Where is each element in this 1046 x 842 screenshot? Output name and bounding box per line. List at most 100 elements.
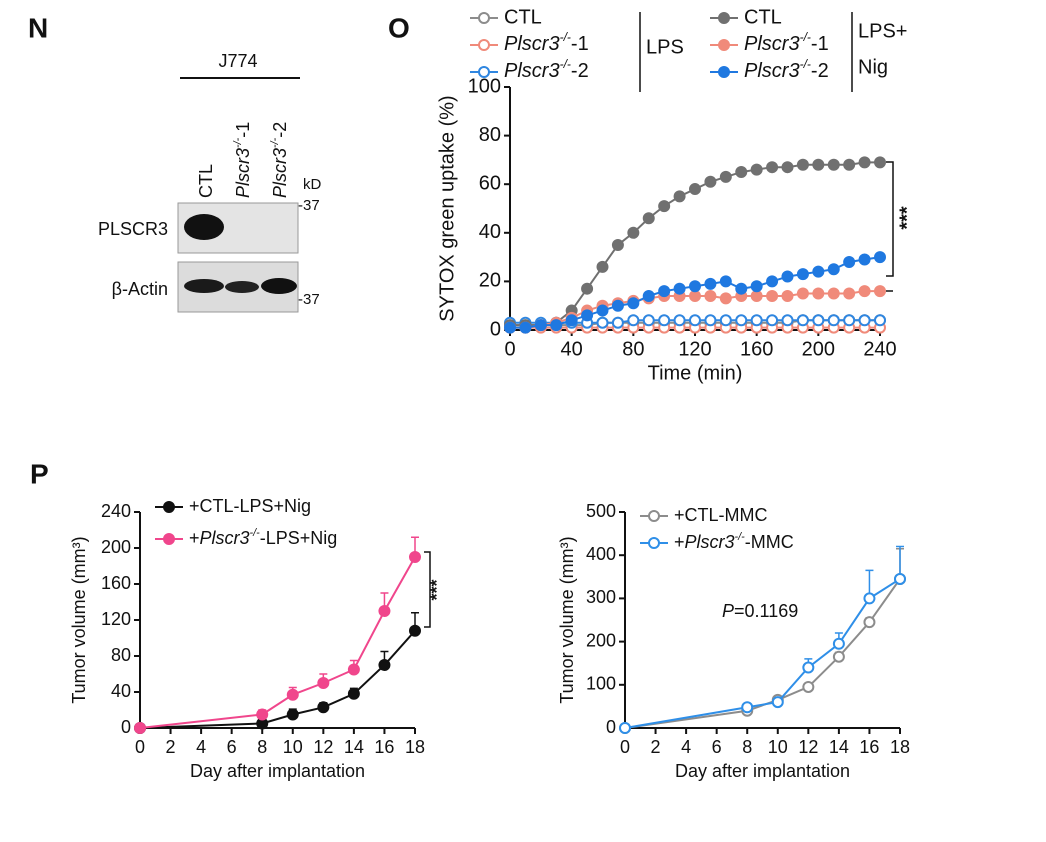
band bbox=[184, 214, 224, 240]
data-point bbox=[256, 708, 269, 721]
x-tick-label: 80 bbox=[622, 338, 644, 360]
data-point bbox=[802, 661, 815, 674]
legend-label: Plscr3-/--1 bbox=[504, 30, 589, 55]
y-tick-label: 0 bbox=[606, 717, 616, 737]
x-tick-label: 0 bbox=[135, 737, 145, 757]
data-point bbox=[317, 701, 330, 714]
data-point bbox=[565, 314, 578, 327]
y-tick-label: 0 bbox=[121, 717, 131, 737]
data-point bbox=[750, 314, 763, 327]
data-point bbox=[735, 282, 748, 295]
data-point bbox=[719, 292, 732, 305]
data-point bbox=[611, 299, 624, 312]
data-point bbox=[858, 253, 871, 266]
legend-group-label: LPS bbox=[646, 36, 684, 58]
data-point bbox=[843, 255, 856, 268]
data-point bbox=[642, 212, 655, 225]
x-tick-label: 2 bbox=[651, 737, 661, 757]
data-point bbox=[827, 287, 840, 300]
y-axis-label: Tumor volume (mm³) bbox=[69, 536, 89, 703]
data-point bbox=[735, 166, 748, 179]
x-tick-label: 200 bbox=[802, 338, 835, 360]
data-point bbox=[627, 297, 640, 310]
legend-marker bbox=[718, 12, 730, 24]
data-point bbox=[832, 637, 845, 650]
data-point bbox=[843, 158, 856, 171]
data-point bbox=[658, 200, 671, 213]
x-tick-label: 0 bbox=[620, 737, 630, 757]
x-tick-label: 4 bbox=[681, 737, 691, 757]
x-axis-label: Day after implantation bbox=[675, 761, 850, 781]
legend-marker bbox=[478, 66, 490, 78]
data-point bbox=[874, 314, 886, 327]
data-point bbox=[750, 289, 763, 302]
legend-label: +Plscr3-/--LPS+Nig bbox=[189, 527, 337, 548]
annotation: P=0.1169 bbox=[722, 601, 798, 621]
data-point bbox=[766, 275, 779, 288]
data-point bbox=[596, 260, 609, 273]
legend-marker bbox=[648, 510, 660, 522]
data-point bbox=[750, 163, 763, 176]
series-line bbox=[139, 556, 416, 729]
data-point bbox=[832, 650, 845, 663]
brackets bbox=[424, 12, 894, 628]
size-marker: -37 bbox=[298, 291, 320, 308]
x-tick-label: 4 bbox=[196, 737, 206, 757]
data-point bbox=[619, 722, 631, 734]
x-tick-label: 6 bbox=[227, 737, 237, 757]
data-point bbox=[378, 605, 391, 617]
lane-label: CTL bbox=[196, 164, 216, 198]
series-line bbox=[139, 630, 416, 729]
data-point bbox=[347, 663, 360, 676]
data-point bbox=[863, 592, 876, 605]
legend-group-label: Nig bbox=[858, 56, 888, 78]
x-tick-label: 10 bbox=[768, 737, 788, 757]
data-point bbox=[781, 161, 794, 174]
data-point bbox=[827, 263, 840, 276]
y-tick-label: 80 bbox=[111, 645, 131, 665]
data-point bbox=[409, 551, 421, 563]
y-tick-label: 160 bbox=[101, 573, 131, 593]
data-point bbox=[673, 190, 686, 203]
x-tick-label: 18 bbox=[890, 737, 910, 757]
data-point bbox=[134, 722, 146, 734]
data-point bbox=[781, 314, 794, 327]
x-tick-label: 120 bbox=[678, 338, 711, 360]
y-tick-label: 60 bbox=[479, 172, 501, 194]
data-point bbox=[858, 156, 871, 169]
legend-group-label: LPS+ bbox=[858, 20, 907, 42]
data-point bbox=[874, 156, 886, 169]
data-point bbox=[766, 314, 779, 327]
data-point bbox=[766, 161, 779, 174]
data-point bbox=[704, 175, 717, 188]
panel-label: N bbox=[28, 12, 48, 43]
data-point bbox=[658, 314, 671, 327]
data-point bbox=[781, 270, 794, 283]
data-point bbox=[689, 314, 701, 327]
data-point bbox=[796, 314, 809, 327]
legend-marker bbox=[718, 66, 730, 78]
data-point bbox=[317, 677, 330, 689]
x-tick-label: 40 bbox=[561, 338, 583, 360]
band bbox=[184, 279, 224, 293]
legend-marker bbox=[478, 12, 490, 24]
data-point bbox=[812, 158, 825, 171]
data-point bbox=[704, 289, 717, 302]
legend-marker bbox=[648, 537, 660, 549]
y-tick-label: 120 bbox=[101, 609, 131, 629]
legend-label: +CTL-LPS+Nig bbox=[189, 496, 311, 516]
legend-marker bbox=[478, 39, 490, 51]
data-point bbox=[611, 316, 624, 329]
data-point bbox=[719, 314, 732, 327]
data-point bbox=[874, 285, 886, 298]
data-point bbox=[704, 277, 717, 290]
y-tick-label: 80 bbox=[479, 124, 501, 146]
data-point bbox=[658, 285, 671, 298]
data-point bbox=[689, 183, 701, 196]
y-tick-label: 100 bbox=[468, 75, 501, 97]
data-point bbox=[894, 572, 906, 585]
legend-marker bbox=[163, 533, 175, 545]
x-axis-label: Time (min) bbox=[648, 362, 743, 384]
y-tick-label: 40 bbox=[479, 221, 501, 243]
data-point bbox=[766, 289, 779, 302]
